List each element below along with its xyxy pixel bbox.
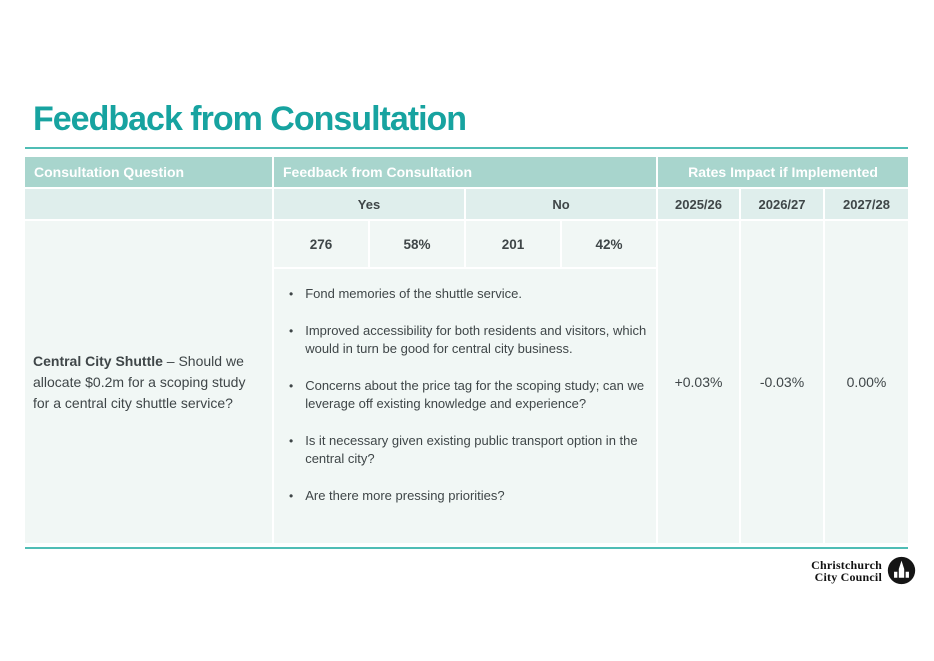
bullet-text: Are there more pressing priorities? bbox=[305, 487, 505, 503]
col-header-feedback: Feedback from Consultation bbox=[274, 157, 656, 187]
feedback-cell: 276 58% 201 42% • Fond memories of the s… bbox=[274, 221, 656, 543]
bullet-text: Is it necessary given existing public tr… bbox=[305, 432, 638, 467]
rate-2025-26: +0.03% bbox=[658, 221, 739, 543]
feedback-bullet-list: • Fond memories of the shuttle service. … bbox=[274, 269, 656, 523]
title-underline-rule bbox=[25, 147, 908, 149]
rate-2026-27: -0.03% bbox=[741, 221, 823, 543]
no-percent: 42% bbox=[560, 221, 656, 267]
subheader-yes: Yes bbox=[274, 189, 464, 219]
council-logo-line1: Christchurch bbox=[811, 557, 882, 572]
subheader-empty-cell bbox=[25, 189, 272, 219]
subheader-year-2026-27: 2026/27 bbox=[741, 189, 823, 219]
bullet-icon: • bbox=[289, 323, 294, 338]
subheader-year-2027-28: 2027/28 bbox=[825, 189, 908, 219]
vote-counts-band: 276 58% 201 42% bbox=[274, 221, 656, 269]
footer-rule bbox=[25, 547, 908, 549]
bullet-text: Improved accessibility for both resident… bbox=[305, 322, 647, 357]
bullet-icon: • bbox=[289, 433, 294, 448]
bullet-text: Fond memories of the shuttle service. bbox=[305, 286, 522, 301]
list-item: • Are there more pressing priorities? bbox=[289, 487, 650, 506]
bullet-text: Concerns about the price tag for the sco… bbox=[305, 377, 645, 412]
consultation-table: Consultation Question Feedback from Cons… bbox=[25, 157, 908, 543]
question-cell: Central City Shuttle – Should we allocat… bbox=[25, 221, 272, 543]
list-item: • Is it necessary given existing public … bbox=[289, 432, 650, 469]
rate-2027-28: 0.00% bbox=[825, 221, 908, 543]
col-header-consultation-question: Consultation Question bbox=[25, 157, 272, 187]
list-item: • Improved accessibility for both reside… bbox=[289, 322, 650, 359]
yes-count: 276 bbox=[309, 236, 333, 252]
council-logo-line2: City Council bbox=[814, 569, 882, 584]
page-title: Feedback from Consultation bbox=[33, 100, 467, 138]
question-body: – Should we allocate $0.2m for a scoping… bbox=[33, 352, 246, 411]
yes-percent: 58% bbox=[368, 221, 464, 267]
cathedral-icon bbox=[887, 556, 916, 585]
bullet-icon: • bbox=[289, 378, 294, 393]
council-logo: Christchurch City Council bbox=[811, 556, 916, 585]
subheader-year-2025-26: 2025/26 bbox=[658, 189, 739, 219]
question-title: Central City Shuttle bbox=[33, 352, 163, 369]
question-text: Central City Shuttle – Should we allocat… bbox=[33, 351, 262, 414]
no-count: 201 bbox=[464, 221, 560, 267]
bullet-icon: • bbox=[289, 287, 294, 301]
list-item: • Concerns about the price tag for the s… bbox=[289, 377, 650, 414]
col-header-rates-impact: Rates Impact if Implemented bbox=[658, 157, 908, 187]
bullet-icon: • bbox=[289, 488, 294, 503]
council-logo-text: Christchurch City Council bbox=[811, 559, 882, 583]
list-item: • Fond memories of the shuttle service. bbox=[289, 285, 650, 304]
subheader-no: No bbox=[466, 189, 656, 219]
